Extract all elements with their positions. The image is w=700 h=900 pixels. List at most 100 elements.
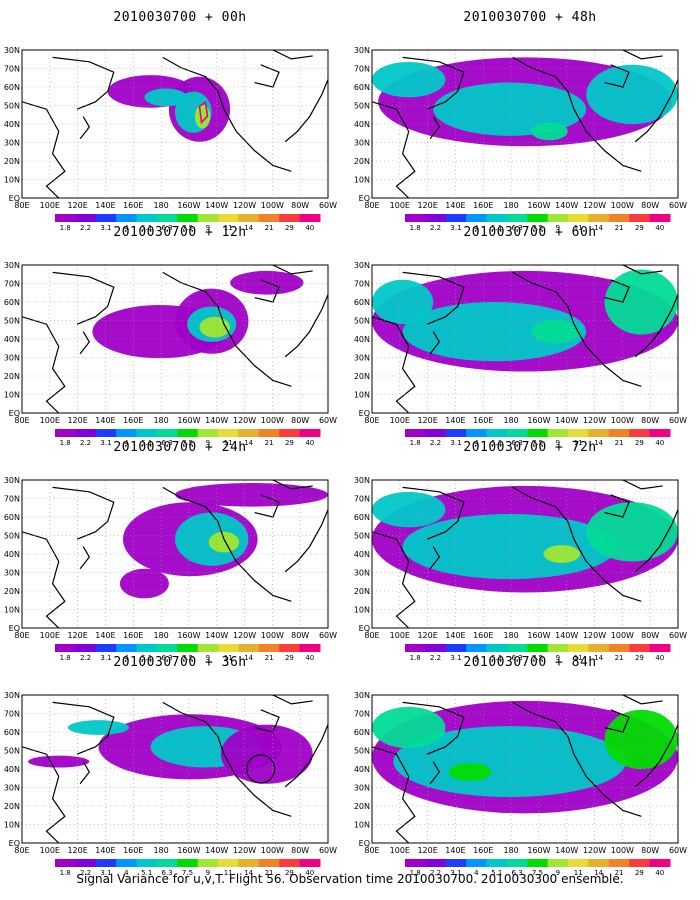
lat-tick-label: 40N bbox=[354, 335, 370, 344]
lon-tick-label: 120E bbox=[67, 631, 87, 640]
coastline bbox=[429, 546, 441, 570]
lat-tick-label: 20N bbox=[354, 587, 370, 596]
colorbar-swatch bbox=[279, 644, 301, 652]
colorbar-label: 14 bbox=[244, 439, 253, 447]
lon-tick-label: 120E bbox=[417, 631, 437, 640]
lon-tick-label: 60W bbox=[319, 631, 337, 640]
lon-tick-label: 80E bbox=[14, 846, 29, 855]
coastline bbox=[604, 709, 630, 733]
lat-tick-label: 60N bbox=[354, 728, 370, 737]
lon-tick-label: 180 bbox=[153, 846, 168, 855]
colorbar-swatch bbox=[405, 214, 426, 222]
lon-tick-label: 180 bbox=[503, 846, 518, 855]
lon-tick-label: 140E bbox=[445, 416, 465, 425]
lat-tick-label: 10N bbox=[4, 176, 20, 185]
lon-tick-label: 140W bbox=[205, 201, 228, 210]
colorbar-swatch bbox=[568, 429, 589, 437]
coastline bbox=[604, 64, 630, 88]
lon-tick-label: 80E bbox=[14, 631, 29, 640]
colorbar-label: 7.5 bbox=[182, 439, 193, 447]
map-frame bbox=[21, 264, 329, 414]
flight-track bbox=[198, 100, 209, 124]
variance-region bbox=[433, 82, 587, 136]
coastline bbox=[402, 56, 465, 110]
lon-tick-label: 180 bbox=[153, 201, 168, 210]
lon-tick-label: 140E bbox=[95, 631, 115, 640]
colorbar-label: 21 bbox=[615, 654, 624, 662]
lat-tick-label: 30N bbox=[354, 139, 370, 148]
lat-tick-label: 10N bbox=[4, 391, 20, 400]
lon-tick-label: 100W bbox=[611, 201, 634, 210]
colorbar-label: 7.5 bbox=[532, 224, 543, 232]
coastline bbox=[372, 746, 416, 843]
coastline bbox=[79, 116, 91, 140]
lat-tick-label: 30N bbox=[4, 784, 20, 793]
coastline bbox=[622, 50, 663, 60]
lon-tick-label: 120E bbox=[417, 201, 437, 210]
lon-tick-label: 60W bbox=[319, 416, 337, 425]
lon-tick-label: 160E bbox=[473, 201, 493, 210]
lon-tick-label: 100W bbox=[611, 631, 634, 640]
colorbar-label: 3.1 bbox=[450, 224, 461, 232]
lon-tick-label: 140W bbox=[205, 416, 228, 425]
lat-tick-label: 30N bbox=[354, 476, 370, 485]
lat-tick-label: 40N bbox=[4, 120, 20, 129]
colorbar-label: 40 bbox=[305, 224, 314, 232]
lat-tick-label: 70N bbox=[354, 65, 370, 74]
lon-tick-label: 80W bbox=[291, 846, 309, 855]
lon-tick-label: 80E bbox=[364, 416, 379, 425]
coastline bbox=[634, 294, 678, 358]
map-panel: 2010030700 + 12h 30N 70N 60N 50N 40N 30N 20N 10N… bbox=[4, 225, 350, 447]
colorbar-label: 7.5 bbox=[182, 224, 193, 232]
colorbar-label: 3.1 bbox=[450, 439, 461, 447]
colorbar-swatch bbox=[466, 429, 488, 437]
colorbar-label: 9 bbox=[206, 439, 210, 447]
colorbar-label: 5.1 bbox=[491, 654, 502, 662]
lat-tick-label: 70N bbox=[4, 280, 20, 289]
map-panel: 2010030700 + 00h 30N 70N 60N 50N 40N 30N 20N 10N… bbox=[4, 10, 350, 232]
lat-tick-label: 60N bbox=[4, 513, 20, 522]
map-frame bbox=[21, 694, 329, 844]
colorbar-swatch bbox=[486, 214, 508, 222]
lon-tick-label: 120W bbox=[583, 416, 606, 425]
lon-tick-label: 120W bbox=[583, 201, 606, 210]
colorbar-swatch bbox=[177, 859, 199, 867]
lon-tick-label: 100E bbox=[40, 631, 60, 640]
colorbar-swatch bbox=[55, 214, 76, 222]
lat-tick-label: 30N bbox=[4, 46, 20, 55]
colorbar-label: 29 bbox=[635, 439, 644, 447]
lat-tick-label: 50N bbox=[354, 747, 370, 756]
colorbar-label: 29 bbox=[285, 869, 294, 877]
lon-tick-label: 100E bbox=[390, 631, 410, 640]
colorbar-label: 14 bbox=[244, 869, 253, 877]
lat-tick-label: 50N bbox=[354, 532, 370, 541]
colorbar-label: 6.3 bbox=[162, 654, 173, 662]
colorbar-swatch bbox=[527, 429, 549, 437]
lat-tick-label: 30N bbox=[354, 691, 370, 700]
variance-region bbox=[586, 502, 678, 562]
panel-title: 2010030700 + 12h bbox=[113, 225, 247, 240]
colorbar-swatch bbox=[279, 214, 301, 222]
coastline bbox=[52, 56, 115, 110]
lat-tick-label: EQ bbox=[9, 409, 20, 418]
colorbar-label: 5.1 bbox=[491, 869, 502, 877]
lat-tick-label: 60N bbox=[354, 298, 370, 307]
colorbar-label: 14 bbox=[594, 224, 603, 232]
colorbar-label: 40 bbox=[305, 439, 314, 447]
panel-title: 2010030700 + 00h bbox=[113, 10, 247, 25]
colorbar-swatch bbox=[238, 429, 260, 437]
lon-tick-label: 80W bbox=[641, 631, 659, 640]
map-frame bbox=[21, 49, 329, 199]
colorbar-swatch bbox=[629, 429, 651, 437]
variance-region bbox=[144, 88, 188, 107]
coastline bbox=[272, 695, 313, 705]
lon-tick-label: 100E bbox=[390, 416, 410, 425]
colorbar-swatch bbox=[95, 429, 117, 437]
colorbar-swatch bbox=[405, 859, 426, 867]
lon-tick-label: 140E bbox=[445, 201, 465, 210]
colorbar-swatch bbox=[55, 859, 76, 867]
colorbar-label: 1.8 bbox=[410, 869, 421, 877]
variance-region bbox=[543, 545, 581, 563]
